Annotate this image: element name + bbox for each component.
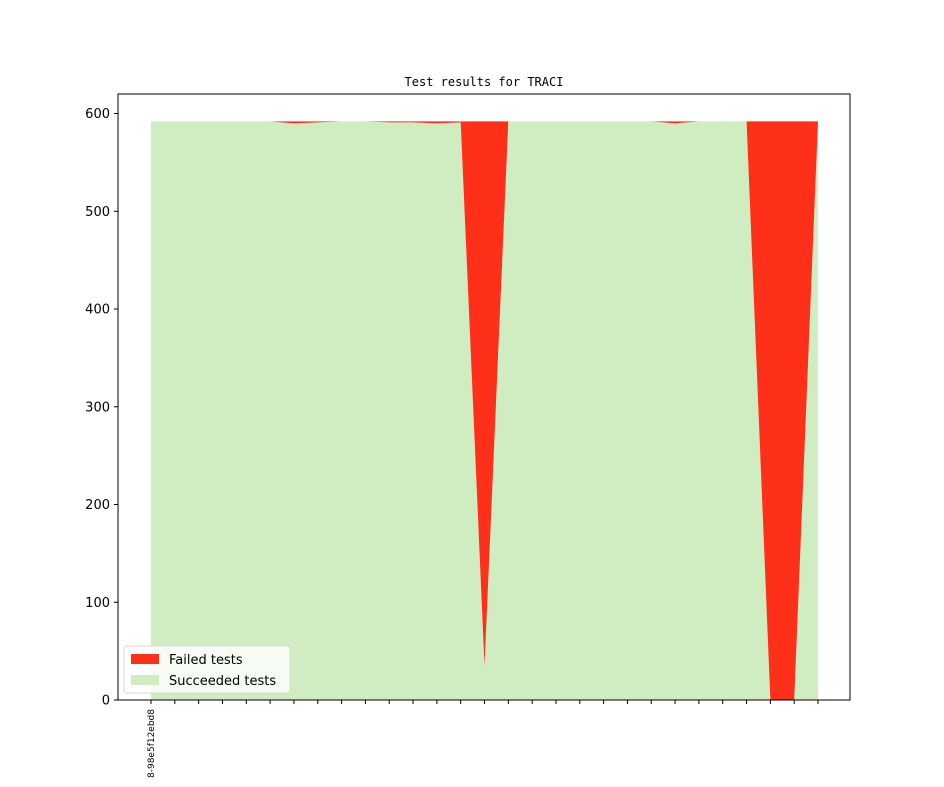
succeeded-tests-area [151, 121, 818, 701]
y-tick-label: 300 [85, 400, 110, 415]
y-tick-label: 200 [85, 498, 110, 513]
y-tick-label: 600 [85, 107, 110, 122]
y-tick-label: 100 [85, 596, 110, 611]
legend-swatch-succeeded [131, 675, 159, 685]
chart-title: Test results for TRACI [405, 75, 564, 89]
y-axis: 0 100 200 300 400 500 600 [85, 107, 118, 709]
axes-frame [117, 93, 851, 701]
legend-label-failed: Failed tests [169, 653, 243, 668]
y-tick-label: 400 [85, 303, 110, 318]
x-axis: 8-98e5f12ebd8 [147, 700, 819, 778]
legend-swatch-failed [131, 654, 159, 664]
legend: Failed tests Succeeded tests [123, 645, 291, 694]
legend-label-succeeded: Succeeded tests [169, 674, 276, 689]
failed-tests-area [151, 121, 818, 701]
x-tick-label: 8-98e5f12ebd8 [147, 709, 157, 778]
legend-box [123, 645, 291, 694]
y-tick-label: 0 [102, 694, 110, 709]
y-tick-label: 500 [85, 205, 110, 220]
plot-area [151, 121, 818, 701]
